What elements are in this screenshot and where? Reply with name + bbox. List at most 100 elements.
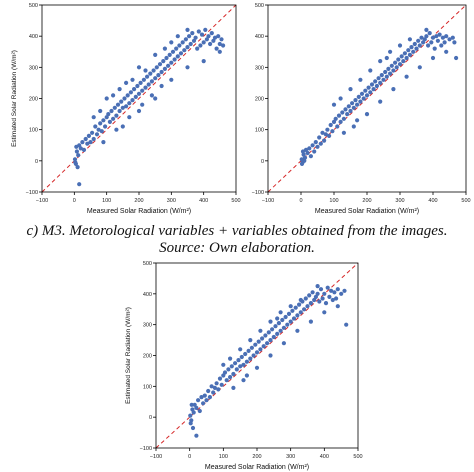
plot1-data-point	[98, 108, 103, 114]
plot1-data-point	[120, 105, 125, 110]
plot2-data-point	[432, 46, 437, 51]
plot2-data-point	[379, 73, 384, 78]
plot1-data-point	[201, 40, 206, 45]
plot1-data-point	[117, 108, 122, 114]
plot3-data-point	[335, 304, 340, 309]
plot3-data-point	[268, 353, 273, 358]
plot2-data-point	[364, 112, 370, 117]
plot3-data-point	[330, 297, 335, 303]
plot2-data-point	[355, 102, 360, 107]
plot3-data-point	[228, 356, 233, 361]
plot1-data-point	[203, 27, 208, 32]
plot3-data-point	[254, 365, 260, 370]
plot3-y-tick-label: 500	[143, 261, 152, 267]
plot1-x-tick-label: 100	[102, 198, 111, 204]
plot3-data-point	[229, 364, 234, 369]
plot1-data-point	[111, 93, 116, 98]
plot2-data-point	[299, 161, 305, 166]
plot2-data-point	[437, 32, 442, 37]
plot3-x-tick-label: 500	[353, 454, 362, 460]
plot2-data-point	[430, 55, 436, 61]
plot1-x-tick-label: 400	[199, 198, 208, 204]
plot1-data-point	[199, 32, 205, 37]
plot1-data-point	[73, 160, 78, 165]
plot1-data-point	[128, 90, 133, 95]
plot1-data-point	[119, 99, 124, 104]
plot3-y-tick-label: 400	[143, 292, 152, 298]
plot1-data-point	[136, 91, 142, 96]
plot2-data-point	[419, 35, 424, 40]
plot2-data-point	[341, 130, 346, 135]
plot2-data-point	[371, 87, 376, 92]
plot3-data-point	[191, 410, 196, 415]
plot1-data-point	[117, 87, 122, 92]
plot1-data-point	[74, 144, 79, 149]
scatter-plot-m1-svg: −100 0 100 200 300 400 500 −100 0 100 200 300 400 500…	[11, 3, 241, 215]
plot3-x-tick-label: −100	[150, 454, 162, 460]
plot3-data-point	[317, 299, 322, 304]
plot1-data-point	[154, 65, 159, 70]
plot3-data-point	[298, 297, 303, 303]
plot1-y-tick-label: 0	[35, 159, 38, 165]
plot3-data-point	[190, 425, 196, 431]
plot2-data-point	[351, 124, 356, 129]
plot2-data-point	[363, 88, 368, 93]
plot1-data-point	[169, 40, 174, 45]
plot2-y-tick-label: 0	[261, 159, 264, 165]
plot3-data-point	[334, 296, 339, 301]
plot1-data-point	[96, 127, 101, 132]
plot3-data-point	[226, 367, 231, 372]
plot1-reference-line	[41, 4, 237, 193]
plot3-data-point	[212, 385, 217, 390]
plot1-data-point	[169, 60, 174, 65]
plot3-data-point	[293, 305, 298, 310]
plot1-data-point	[182, 48, 187, 53]
plot1-data-point	[148, 71, 153, 76]
plot2-data-point	[328, 122, 333, 128]
plot1-data-point	[211, 38, 216, 43]
plot1-data-point	[159, 69, 164, 75]
plot3-data-point	[192, 402, 197, 407]
plot1-data-point	[124, 80, 129, 85]
plot3-data-point	[251, 353, 256, 358]
plot2-y-tick-label: 100	[255, 128, 264, 134]
plot1-data-point	[217, 41, 222, 47]
plot1-y-tick-label: 200	[29, 97, 38, 103]
plot3-y-tick-label: 300	[143, 323, 152, 329]
plot3-data-point	[268, 338, 273, 343]
plot3-data-point	[275, 316, 280, 321]
plot2-data-point	[440, 35, 445, 40]
plot3-data-point	[211, 390, 216, 395]
plot1-data-point	[185, 65, 190, 70]
plot1-data-point	[172, 57, 177, 62]
plot2-data-point	[348, 87, 353, 92]
plot2-data-point	[368, 68, 373, 73]
plot3-data-point	[318, 287, 324, 292]
plot3-data-point	[281, 341, 286, 346]
plot3-data-point	[253, 342, 258, 347]
plot1-data-point	[169, 77, 174, 82]
plot1-data-point	[209, 30, 214, 36]
plot3-data-point	[214, 381, 219, 386]
plot2-x-tick-label: 500	[461, 198, 470, 204]
plot2-data-point	[429, 40, 434, 45]
plot1-data-point	[157, 62, 163, 67]
plot1-data-point	[86, 133, 91, 138]
plot2-data-point	[368, 90, 373, 95]
plot2-data-point	[364, 93, 370, 98]
plot2-data-point	[434, 34, 439, 39]
plot1-data-point	[151, 68, 156, 73]
plot1-data-point	[104, 96, 109, 101]
scatter-plot-m3: −100 0 100 200 300 400 500 −100 0 100 200 300 400 500…	[125, 258, 370, 472]
plot1-data-point	[122, 96, 127, 101]
plot3-data-point	[308, 319, 313, 324]
plot2-data-point	[313, 140, 318, 145]
plot3-data-point	[224, 378, 229, 383]
plot1-data-point	[74, 149, 79, 154]
plot3-data-point	[228, 375, 233, 380]
plot1-data-point	[132, 87, 137, 92]
plot1-data-point	[78, 146, 83, 151]
plot1-x-axis-label: Measured Solar Radiation (W/m²)	[87, 208, 191, 215]
plot3-data-point	[234, 367, 239, 372]
plot3-data-point	[285, 322, 290, 327]
